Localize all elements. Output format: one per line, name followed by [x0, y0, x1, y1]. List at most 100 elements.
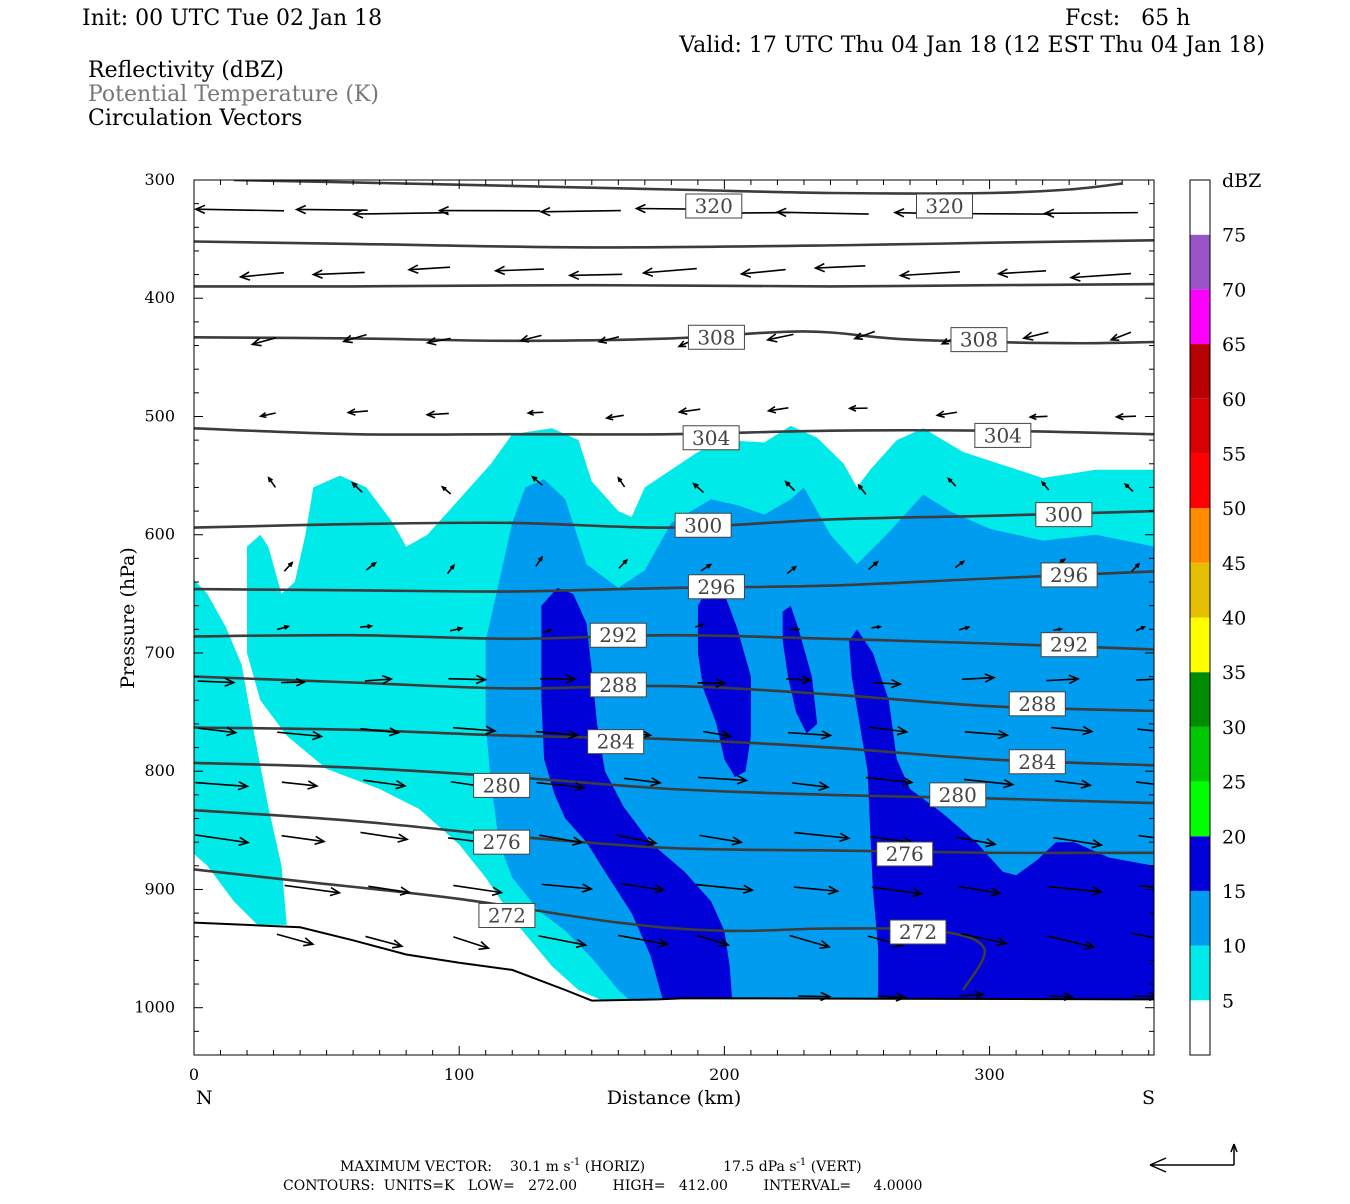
theta-label-320-1: 320	[916, 194, 972, 218]
theta-label-text: 308	[697, 325, 735, 349]
theta-label-text: 304	[692, 426, 730, 450]
colorbar: dBZ 5 10 15 20 25 30 35 40 45 50 55 60 65 70 75	[1190, 170, 1261, 1055]
footer: MAXIMUM VECTOR:30.1 m s-1 (HORIZ)17.5 dP…	[283, 1144, 1237, 1194]
theta-label-text: 284	[1018, 750, 1056, 774]
colorbar-label-25: 25	[1222, 772, 1246, 794]
y-tick-label-1000: 1000	[134, 998, 175, 1017]
colorbar-bin-60	[1190, 344, 1210, 399]
vert-value: 17.5 dPa s	[723, 1159, 796, 1175]
theta-label-280-0: 280	[474, 773, 530, 797]
theta-label-276-1: 276	[877, 842, 933, 866]
colorbar-label-10: 10	[1222, 936, 1246, 958]
x-tick-label-300: 300	[974, 1065, 1005, 1084]
theta-label-text: 292	[599, 623, 637, 647]
colorbar-bin-45	[1190, 508, 1210, 563]
colorbar-bin-below	[1190, 1000, 1210, 1055]
colorbar-title: dBZ	[1222, 170, 1261, 192]
theta-label-284-1: 284	[1009, 750, 1065, 774]
theta-label-text: 292	[1050, 633, 1088, 657]
theta-label-296-0: 296	[688, 575, 744, 599]
colorbar-bin-5	[1190, 946, 1210, 1001]
y-tick-label-400: 400	[144, 288, 175, 307]
y-tick-label-900: 900	[144, 879, 175, 898]
colorbar-bin-65	[1190, 289, 1210, 344]
theta-label-292-0: 292	[590, 623, 646, 647]
theta-label-text: 276	[483, 830, 521, 854]
colorbar-label-65: 65	[1222, 334, 1246, 356]
theta-label-text: 288	[1018, 692, 1056, 716]
theta-label-320-0: 320	[686, 194, 742, 218]
theta-label-304-0: 304	[683, 426, 739, 450]
theta-label-text: 320	[695, 194, 733, 218]
colorbar-bin-70	[1190, 235, 1210, 290]
colorbar-bin-30	[1190, 672, 1210, 727]
y-axis-label: Pressure (hPa)	[117, 547, 139, 689]
theta-label-288-0: 288	[590, 673, 646, 697]
x-tick-label-100: 100	[444, 1065, 475, 1084]
theta-label-text: 272	[899, 920, 937, 944]
theta-label-text: 304	[984, 423, 1022, 447]
x-end-label-north: N	[196, 1087, 213, 1109]
theta-label-308-1: 308	[951, 328, 1007, 352]
y-tick-label-300: 300	[144, 170, 175, 189]
y-tick-label-800: 800	[144, 761, 175, 780]
forecast-hour-label: Fcst: 65 h	[1065, 6, 1190, 31]
field-label-reflectivity: Reflectivity (dBZ)	[88, 58, 284, 83]
colorbar-label-50: 50	[1222, 498, 1246, 520]
theta-label-272-1: 272	[890, 920, 946, 944]
colorbar-label-15: 15	[1222, 881, 1246, 903]
theta-label-text: 288	[599, 673, 637, 697]
horiz-exponent: -1	[571, 1157, 581, 1168]
valid-time-label: Valid: 17 UTC Thu 04 Jan 18 (12 EST Thu …	[678, 33, 1265, 58]
theta-label-300-0: 300	[675, 513, 731, 537]
y-tick-label-500: 500	[144, 406, 175, 425]
max-vector-text: MAXIMUM VECTOR:30.1 m s-1 (HORIZ)17.5 dP…	[340, 1157, 862, 1175]
horiz-suffix: (HORIZ)	[580, 1159, 645, 1175]
colorbar-bin-15	[1190, 836, 1210, 891]
field-label-vectors: Circulation Vectors	[88, 106, 302, 131]
x-tick-label-0: 0	[189, 1065, 199, 1084]
theta-label-280-1: 280	[930, 783, 986, 807]
init-time-label: Init: 00 UTC Tue 02 Jan 18	[82, 6, 382, 31]
theta-label-text: 272	[488, 903, 526, 927]
colorbar-bin-20	[1190, 782, 1210, 837]
colorbar-label-60: 60	[1222, 389, 1246, 411]
field-label-theta: Potential Temperature (K)	[88, 82, 379, 107]
colorbar-bin-25	[1190, 727, 1210, 782]
vert-exponent: -1	[797, 1157, 807, 1168]
theta-label-text: 320	[925, 194, 963, 218]
colorbar-label-5: 5	[1222, 990, 1234, 1012]
horiz-value: 30.1 m s	[510, 1159, 571, 1175]
y-tick-label-600: 600	[144, 525, 175, 544]
colorbar-bin-55	[1190, 399, 1210, 454]
theta-label-284-0: 284	[588, 730, 644, 754]
theta-label-text: 280	[483, 773, 521, 797]
colorbar-label-45: 45	[1222, 553, 1246, 575]
theta-label-292-1: 292	[1041, 633, 1097, 657]
colorbar-label-35: 35	[1222, 662, 1246, 684]
theta-label-308-0: 308	[688, 325, 744, 349]
colorbar-label-20: 20	[1222, 826, 1246, 848]
colorbar-bin-35	[1190, 618, 1210, 673]
colorbar-label-70: 70	[1222, 279, 1246, 301]
contours-info: CONTOURS: UNITS=K LOW= 272.00 HIGH= 412.…	[283, 1178, 922, 1194]
theta-label-text: 300	[684, 513, 722, 537]
colorbar-label-75: 75	[1222, 225, 1246, 247]
reference-vector-icon	[1150, 1144, 1237, 1172]
vert-suffix: (VERT)	[806, 1159, 861, 1175]
theta-label-300-1: 300	[1036, 503, 1092, 527]
theta-label-304-1: 304	[975, 423, 1031, 447]
colorbar-bin-10	[1190, 891, 1210, 946]
theta-label-272-0: 272	[479, 903, 535, 927]
colorbar-label-40: 40	[1222, 608, 1246, 630]
theta-label-276-0: 276	[474, 830, 530, 854]
theta-label-296-1: 296	[1041, 563, 1097, 587]
colorbar-label-55: 55	[1222, 443, 1246, 465]
theta-label-text: 308	[960, 328, 998, 352]
theta-label-text: 296	[1050, 563, 1088, 587]
max-vector-prefix: MAXIMUM VECTOR:	[340, 1159, 492, 1175]
y-tick-label-700: 700	[144, 643, 175, 662]
colorbar-label-30: 30	[1222, 717, 1246, 739]
